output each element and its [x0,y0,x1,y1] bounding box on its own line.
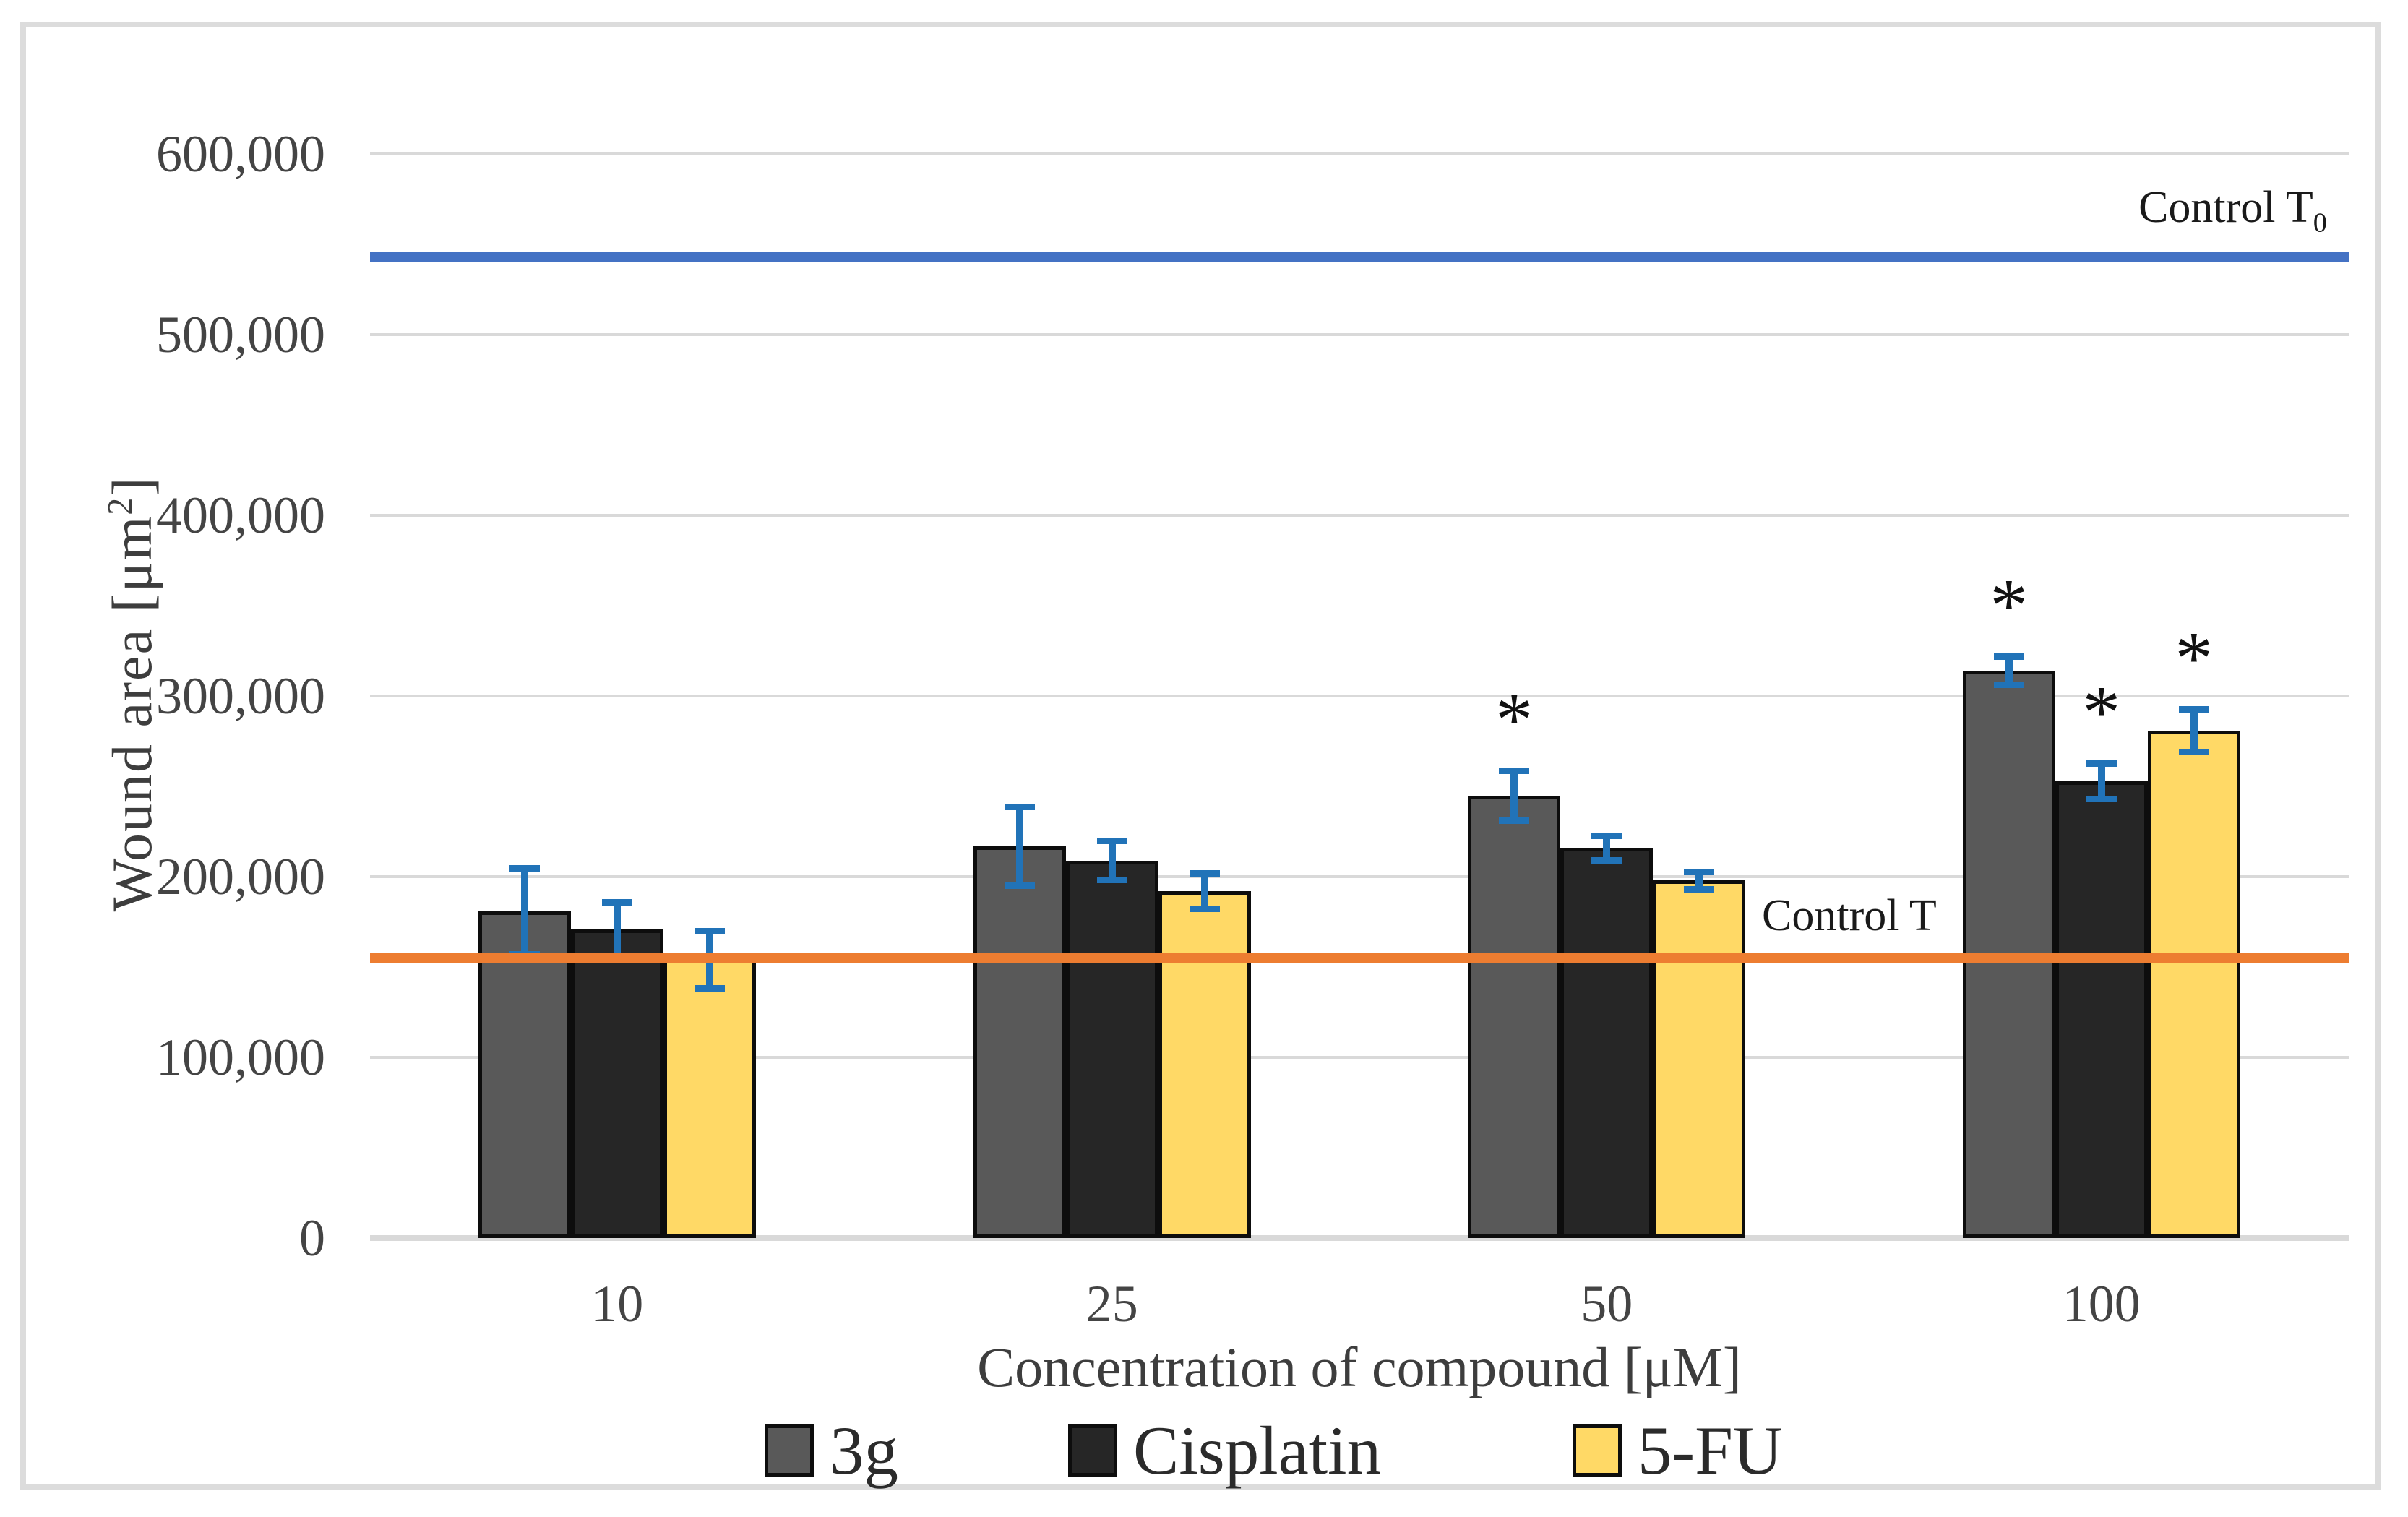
control-t0-line [370,252,2349,262]
legend-item-5-FU: 5-FU [1573,1411,1783,1489]
legend-item-3g: 3g [765,1411,898,1489]
bar-3g-25 [973,846,1066,1238]
gridline-100000 [370,1056,2349,1059]
error-bar-cap-bottom-3g-100 [1993,682,2024,688]
error-bar-cap-top-Cisplatin-10 [602,899,633,906]
legend-swatch-Cisplatin [1068,1424,1117,1477]
bar-Cisplatin-10 [571,929,664,1238]
error-bar-cap-top-Cisplatin-100 [2086,760,2117,767]
legend-label-Cisplatin: Cisplatin [1133,1411,1382,1489]
control-t0-label-text: Control T [2138,183,2313,232]
plot-area: * * * * [370,152,2349,1241]
error-bar-cap-top-3g-50 [1499,767,1530,774]
error-bar-cap-bottom-5-FU-50 [1684,885,1715,893]
error-bar-cap-bottom-Cisplatin-50 [1591,856,1622,864]
control-t-label: Control T [1762,891,1937,940]
error-bar-5-FU-25 [1200,873,1208,909]
error-bar-cap-top-5-FU-25 [1189,870,1220,877]
x-axis-line [370,1235,2349,1241]
x-tick-label-50: 50 [1581,1275,1633,1333]
error-bar-Cisplatin-50 [1603,835,1611,861]
error-bar-cap-top-Cisplatin-50 [1591,832,1622,839]
legend-label-5-FU: 5-FU [1638,1411,1783,1489]
gridline-400000 [370,514,2349,517]
error-bar-3g-25 [1015,806,1023,886]
x-tick-label-10: 10 [591,1275,644,1333]
x-tick-label-25: 25 [1085,1275,1138,1333]
y-tick-label-400000: 400,000 [156,486,325,544]
error-bar-5-FU-50 [1695,871,1703,890]
significance-star-Cisplatin-100: * [2082,669,2121,755]
gridline-600000 [370,152,2349,155]
bar-5-FU-50 [1653,880,1746,1238]
y-tick-label-200000: 200,000 [156,848,325,906]
legend-item-Cisplatin: Cisplatin [1068,1411,1382,1489]
legend-swatch-3g [765,1424,814,1477]
error-bar-cap-bottom-5-FU-25 [1189,906,1220,912]
significance-star-3g-100: * [1990,563,2029,648]
error-bar-cap-bottom-Cisplatin-100 [2086,795,2117,802]
significance-star-5-FU-100: * [2175,615,2214,700]
bar-Cisplatin-25 [1065,860,1158,1238]
error-bar-5-FU-100 [2190,708,2198,752]
y-tick-label-0: 0 [299,1209,325,1267]
x-axis-title: Concentration of compound [μM] [977,1336,1742,1398]
error-bar-cap-bottom-3g-50 [1499,817,1530,824]
bar-5-FU-100 [2147,730,2240,1238]
error-bar-cap-top-3g-25 [1004,803,1035,810]
gridline-200000 [370,875,2349,878]
y-tick-label-500000: 500,000 [156,306,325,364]
error-bar-cap-bottom-5-FU-10 [695,985,726,992]
error-bar-cap-bottom-3g-25 [1004,882,1035,889]
error-bar-cap-top-Cisplatin-25 [1096,838,1127,844]
bar-5-FU-10 [663,960,757,1238]
y-tick-label-300000: 300,000 [156,667,325,725]
error-bar-cap-top-3g-10 [509,864,541,872]
legend-swatch-5-FU [1573,1424,1622,1477]
legend-label-3g: 3g [830,1411,898,1489]
error-bar-Cisplatin-10 [614,902,622,956]
significance-star-3g-50: * [1495,676,1534,762]
error-bar-cap-top-5-FU-50 [1684,868,1715,875]
bar-Cisplatin-50 [1560,848,1654,1238]
bar-3g-50 [1468,795,1561,1238]
error-bar-cap-top-5-FU-10 [695,928,726,934]
gridline-500000 [370,333,2349,336]
x-tick-label-100: 100 [2062,1275,2141,1333]
error-bar-cap-bottom-5-FU-100 [2178,748,2209,755]
control-t-line [370,953,2349,963]
error-bar-3g-100 [2005,656,2013,685]
error-bar-Cisplatin-100 [2097,762,2105,799]
error-bar-cap-top-5-FU-100 [2178,705,2209,713]
error-bar-3g-50 [1510,770,1518,821]
error-bar-3g-10 [521,867,529,955]
error-bar-Cisplatin-25 [1108,841,1116,880]
bar-5-FU-25 [1158,891,1251,1238]
control-t0-label: Control T0 [2024,175,2327,240]
error-bar-cap-bottom-Cisplatin-25 [1096,877,1127,883]
control-t0-label-subscript: 0 [2313,207,2327,238]
gridline-300000 [370,695,2349,697]
bar-Cisplatin-100 [2055,781,2148,1238]
error-bar-cap-top-3g-100 [1993,653,2024,660]
y-tick-label-600000: 600,000 [156,125,325,183]
y-tick-label-100000: 100,000 [156,1028,325,1086]
bar-3g-10 [478,911,572,1238]
